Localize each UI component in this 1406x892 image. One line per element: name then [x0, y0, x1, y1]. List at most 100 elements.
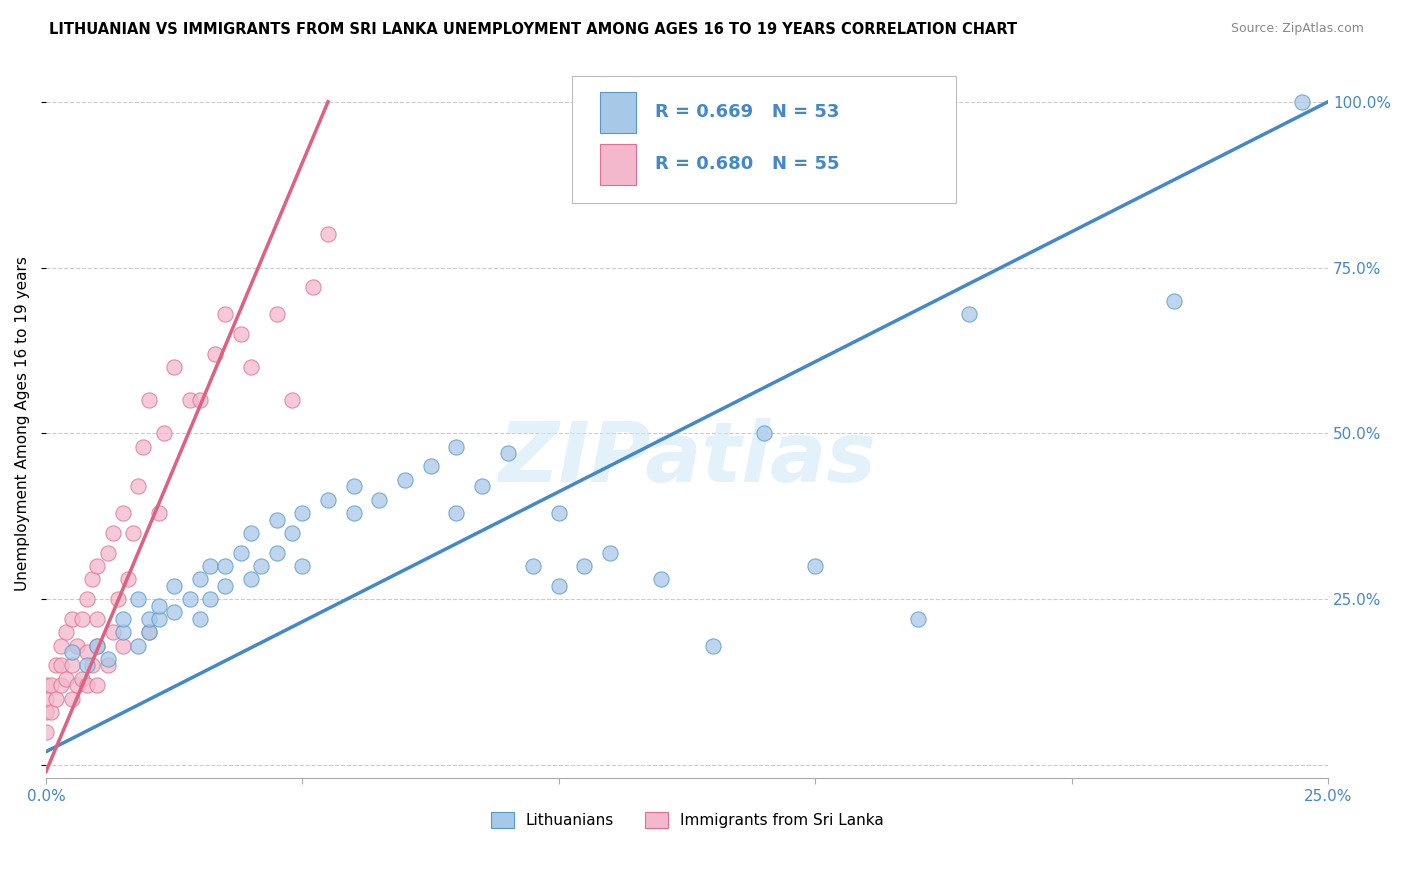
Point: [122, 525, 145, 540]
Point: [188, 572, 211, 586]
Point: [957, 307, 980, 321]
Point: [45, 691, 67, 706]
Point: [35, 691, 58, 706]
Text: R = 0.680   N = 55: R = 0.680 N = 55: [655, 155, 839, 173]
Point: [86, 639, 108, 653]
Point: [198, 592, 221, 607]
Point: [301, 280, 323, 294]
Point: [86, 678, 108, 692]
Point: [82, 658, 104, 673]
Point: [266, 512, 288, 526]
Point: [60, 691, 83, 706]
Point: [240, 359, 263, 374]
Point: [60, 645, 83, 659]
Point: [96, 658, 118, 673]
Point: [148, 506, 170, 520]
Point: [163, 359, 186, 374]
Point: [86, 559, 108, 574]
Text: R = 0.669   N = 53: R = 0.669 N = 53: [655, 103, 839, 121]
Point: [70, 672, 93, 686]
Point: [316, 227, 339, 242]
Point: [343, 506, 366, 520]
Point: [179, 592, 201, 607]
Point: [39, 705, 62, 719]
Point: [101, 625, 124, 640]
Point: [266, 307, 288, 321]
Point: [76, 658, 98, 673]
Point: [419, 459, 441, 474]
Point: [45, 658, 67, 673]
Point: [76, 645, 98, 659]
Point: [281, 525, 304, 540]
Point: [547, 506, 569, 520]
Point: [188, 612, 211, 626]
Point: [229, 546, 252, 560]
Bar: [600, 92, 636, 133]
Point: [86, 639, 108, 653]
Point: [153, 426, 176, 441]
Point: [650, 572, 672, 586]
Point: [111, 612, 134, 626]
Point: [214, 559, 236, 574]
Point: [51, 639, 73, 653]
Point: [229, 326, 252, 341]
Point: [127, 479, 149, 493]
Point: [35, 678, 58, 692]
Point: [132, 440, 155, 454]
Point: [343, 479, 366, 493]
Point: [204, 347, 226, 361]
Point: [60, 658, 83, 673]
Point: [60, 612, 83, 626]
Point: [107, 592, 129, 607]
Point: [55, 672, 77, 686]
Point: [117, 572, 139, 586]
Point: [214, 307, 236, 321]
Point: [35, 724, 58, 739]
Point: [702, 639, 724, 653]
Point: [138, 612, 160, 626]
Point: [76, 592, 98, 607]
Point: [51, 678, 73, 692]
Point: [111, 625, 134, 640]
Point: [240, 525, 263, 540]
Point: [1291, 95, 1313, 109]
Point: [250, 559, 273, 574]
Point: [804, 559, 827, 574]
Point: [446, 506, 468, 520]
Y-axis label: Unemployment Among Ages 16 to 19 years: Unemployment Among Ages 16 to 19 years: [15, 256, 30, 591]
Point: [82, 572, 104, 586]
Point: [138, 625, 160, 640]
Point: [138, 625, 160, 640]
Bar: [600, 144, 636, 185]
Point: [66, 678, 89, 692]
Point: [127, 639, 149, 653]
FancyBboxPatch shape: [572, 76, 956, 203]
Point: [907, 612, 929, 626]
Point: [179, 393, 201, 408]
Point: [522, 559, 544, 574]
Point: [188, 393, 211, 408]
Point: [39, 678, 62, 692]
Point: [266, 546, 288, 560]
Point: [471, 479, 494, 493]
Point: [66, 639, 89, 653]
Point: [547, 579, 569, 593]
Point: [281, 393, 304, 408]
Point: [574, 559, 596, 574]
Point: [70, 612, 93, 626]
Point: [96, 652, 118, 666]
Point: [368, 492, 391, 507]
Point: [76, 678, 98, 692]
Point: [599, 546, 621, 560]
Point: [291, 559, 314, 574]
Text: LITHUANIAN VS IMMIGRANTS FROM SRI LANKA UNEMPLOYMENT AMONG AGES 16 TO 19 YEARS C: LITHUANIAN VS IMMIGRANTS FROM SRI LANKA …: [49, 22, 1018, 37]
Point: [291, 506, 314, 520]
Point: [163, 606, 186, 620]
Point: [446, 440, 468, 454]
Point: [394, 473, 416, 487]
Point: [148, 612, 170, 626]
Point: [127, 592, 149, 607]
Point: [96, 546, 118, 560]
Point: [86, 612, 108, 626]
Text: Source: ZipAtlas.com: Source: ZipAtlas.com: [1230, 22, 1364, 36]
